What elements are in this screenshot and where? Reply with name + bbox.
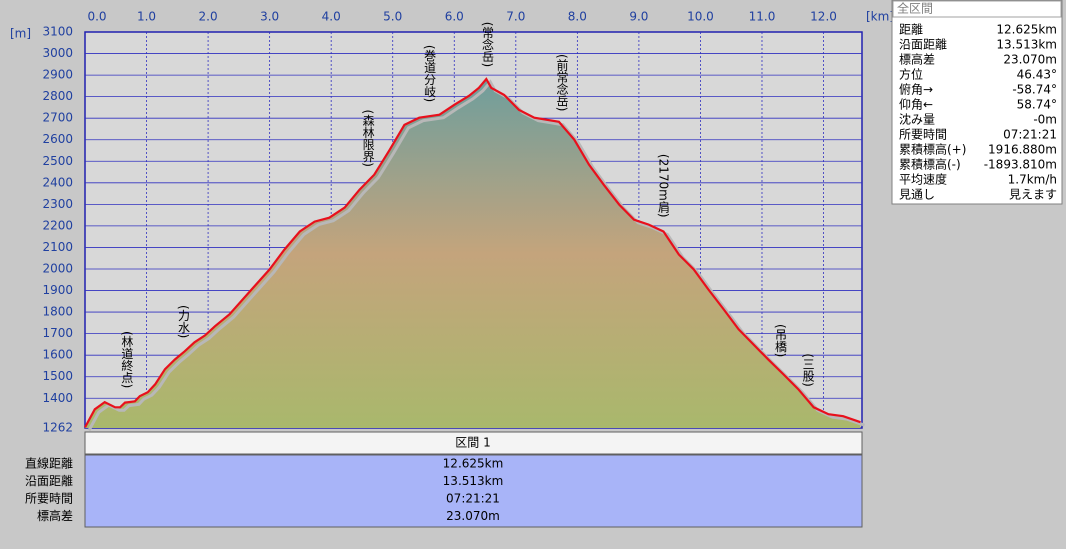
summary-label: 所要時間 <box>899 128 947 142</box>
annotation: (前常念岳) <box>555 54 569 111</box>
summary-value: 1.7km/h <box>1008 173 1057 187</box>
summary-label: 累積標高(+) <box>899 142 966 157</box>
y-tick-label: 2900 <box>42 68 73 82</box>
section-value: 13.513km <box>443 474 504 488</box>
section-value: 23.070m <box>446 509 500 523</box>
summary-value: 58.74° <box>1017 98 1057 112</box>
y-tick-label: 1800 <box>42 305 73 319</box>
y-tick-label: 2200 <box>42 218 73 232</box>
summary-value: 23.070m <box>1003 53 1057 67</box>
summary-label: 標高差 <box>899 52 935 67</box>
summary-value: -58.74° <box>1012 83 1057 97</box>
summary-value: 12.625km <box>996 23 1057 37</box>
y-tick-label: 1900 <box>42 283 73 297</box>
annotation: (巻道分岐) <box>423 45 437 102</box>
section-body <box>84 454 863 528</box>
y-tick-label: 2800 <box>42 89 73 103</box>
annotation: (常念岳) <box>481 22 495 67</box>
annotation: (三股) <box>801 353 815 386</box>
x-tick-label: 0.0 <box>87 10 106 24</box>
x-tick-label: 1.0 <box>137 10 156 24</box>
summary-value: 1916.880m <box>988 143 1057 157</box>
summary-panel <box>891 0 1063 205</box>
x-tick-label: 9.0 <box>629 10 648 24</box>
x-tick-label: 5.0 <box>383 10 402 24</box>
line-shadow <box>87 79 865 432</box>
summary-title-box <box>892 0 1062 18</box>
x-tick-label: 7.0 <box>506 10 525 24</box>
y-tick-label: 1500 <box>42 369 73 383</box>
x-tick-label: 12.0 <box>810 10 837 24</box>
annotation: (森林限界) <box>361 110 375 167</box>
annotation: (吊橋) <box>773 324 787 357</box>
section-header <box>84 431 863 455</box>
summary-label: 見通し <box>899 188 935 202</box>
summary-value: 13.513km <box>996 38 1057 52</box>
x-tick-label: 8.0 <box>568 10 587 24</box>
summary-label: 平均速度 <box>899 172 947 187</box>
summary-value: 07:21:21 <box>1003 128 1057 142</box>
summary-label: 距離 <box>899 23 923 37</box>
y-tick-label: 3100 <box>42 25 73 39</box>
summary-label: 累積標高(-) <box>899 157 961 172</box>
summary-label: 沈み量 <box>899 112 935 127</box>
y-tick-label: 1262 <box>42 421 73 435</box>
y-tick-label: 2400 <box>42 175 73 189</box>
annotation: (力水) <box>176 305 190 338</box>
x-tick-label: 11.0 <box>749 10 776 24</box>
section-label: 直線距離 <box>25 456 73 471</box>
summary-value: -0m <box>1033 113 1057 127</box>
summary-label: 俯角→ <box>899 82 933 97</box>
area-fill <box>85 79 861 428</box>
y-tick-label: 1400 <box>42 391 73 405</box>
section-label: 沿面距離 <box>25 474 73 488</box>
y-tick-label: 3000 <box>42 46 73 60</box>
y-tick-label: 2000 <box>42 261 73 275</box>
x-tick-label: 4.0 <box>322 10 341 24</box>
section-label: 所要時間 <box>25 492 73 506</box>
summary-value: 見えます <box>1009 188 1057 202</box>
x-tick-label: 3.0 <box>260 10 279 24</box>
summary-label: 沿面距離 <box>899 38 947 52</box>
y-tick-label: 2500 <box>42 154 73 168</box>
section-value: 07:21:21 <box>446 492 500 506</box>
y-tick-label: 2600 <box>42 132 73 146</box>
summary-label: 仰角← <box>899 97 933 112</box>
annotation: (2170m肩) <box>657 154 671 218</box>
x-tick-label: 6.0 <box>445 10 464 24</box>
y-tick-label: 2100 <box>42 240 73 254</box>
section-value: 12.625km <box>443 457 504 471</box>
y-tick-label: 2700 <box>42 111 73 125</box>
annotation: (林道終点) <box>120 331 134 388</box>
y-tick-label: 1600 <box>42 348 73 362</box>
summary-title: 全区間 <box>897 1 933 16</box>
x-tick-label: 10.0 <box>687 10 714 24</box>
x-axis-label: [km] <box>866 10 894 24</box>
x-tick-label: 2.0 <box>199 10 218 24</box>
section-title: 区間 1 <box>455 436 490 450</box>
profile-line <box>84 77 861 428</box>
summary-value: 46.43° <box>1017 68 1057 82</box>
section-label: 標高差 <box>37 508 73 523</box>
y-axis-label: [m] <box>10 27 31 41</box>
y-tick-label: 1700 <box>42 326 73 340</box>
y-tick-label: 2300 <box>42 197 73 211</box>
summary-label: 方位 <box>899 67 923 82</box>
summary-value: -1893.810m <box>984 158 1057 172</box>
